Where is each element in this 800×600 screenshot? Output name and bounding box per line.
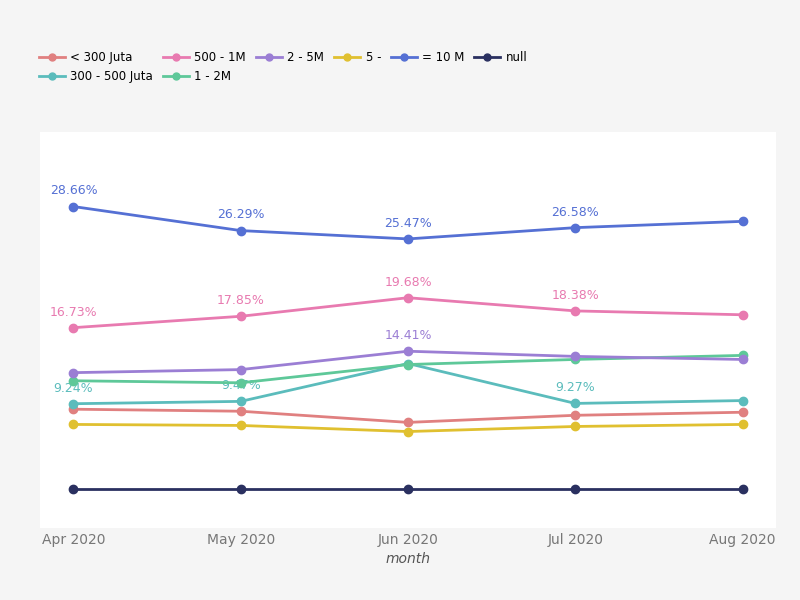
< 300 Juta	[236, 407, 246, 415]
300 - 500 Juta	[69, 400, 78, 407]
Text: 17.85%: 17.85%	[217, 294, 265, 307]
500 - 1M	[570, 307, 580, 314]
1 - 2M	[236, 379, 246, 386]
= 10 M	[236, 227, 246, 234]
Text: 9.24%: 9.24%	[54, 382, 94, 395]
= 10 M	[69, 203, 78, 210]
2 - 5M	[403, 347, 413, 355]
= 10 M	[738, 218, 747, 225]
Line: 2 - 5M: 2 - 5M	[70, 347, 746, 377]
Text: 25.47%: 25.47%	[384, 217, 432, 230]
5 - 10 M	[69, 421, 78, 428]
2 - 5M	[738, 356, 747, 363]
Text: 9.27%: 9.27%	[555, 381, 595, 394]
500 - 1M	[738, 311, 747, 319]
Line: 5 - 10 M: 5 - 10 M	[70, 420, 746, 436]
5 - 10 M	[570, 423, 580, 430]
1 - 2M	[403, 361, 413, 368]
Line: < 300 Juta: < 300 Juta	[70, 405, 746, 427]
5 - 10 M	[236, 422, 246, 429]
2 - 5M	[236, 366, 246, 373]
Text: 16.73%: 16.73%	[50, 305, 98, 319]
null	[738, 486, 747, 493]
300 - 500 Juta	[403, 360, 413, 367]
< 300 Juta	[570, 412, 580, 419]
< 300 Juta	[403, 419, 413, 426]
500 - 1M	[236, 313, 246, 320]
5 - 10 M	[403, 428, 413, 435]
1 - 2M	[570, 356, 580, 363]
Line: 300 - 500 Juta: 300 - 500 Juta	[70, 359, 746, 408]
Line: 500 - 1M: 500 - 1M	[70, 293, 746, 332]
Text: 26.29%: 26.29%	[217, 208, 265, 221]
Text: 26.58%: 26.58%	[551, 206, 599, 218]
= 10 M	[570, 224, 580, 231]
Text: 19.68%: 19.68%	[384, 275, 432, 289]
= 10 M	[403, 235, 413, 242]
300 - 500 Juta	[236, 398, 246, 405]
null	[69, 486, 78, 493]
500 - 1M	[69, 324, 78, 331]
2 - 5M	[570, 353, 580, 360]
Text: 14.41%: 14.41%	[384, 329, 432, 342]
Text: 18.38%: 18.38%	[551, 289, 599, 302]
Text: 9.47%: 9.47%	[221, 379, 261, 392]
Legend: < 300 Juta, 300 - 500 Juta, 500 - 1M, 1 - 2M, 2 - 5M, 5 -, = 10 M, null: < 300 Juta, 300 - 500 Juta, 500 - 1M, 1 …	[38, 51, 528, 83]
1 - 2M	[738, 352, 747, 359]
Line: 1 - 2M: 1 - 2M	[70, 351, 746, 387]
Line: null: null	[70, 485, 746, 494]
1 - 2M	[69, 377, 78, 385]
< 300 Juta	[69, 406, 78, 413]
null	[570, 486, 580, 493]
2 - 5M	[69, 369, 78, 376]
300 - 500 Juta	[738, 397, 747, 404]
null	[403, 486, 413, 493]
300 - 500 Juta	[570, 400, 580, 407]
Line: = 10 M: = 10 M	[70, 202, 746, 243]
null	[236, 486, 246, 493]
Text: 28.66%: 28.66%	[50, 184, 98, 197]
5 - 10 M	[738, 421, 747, 428]
< 300 Juta	[738, 409, 747, 416]
500 - 1M	[403, 294, 413, 301]
X-axis label: month: month	[386, 553, 430, 566]
